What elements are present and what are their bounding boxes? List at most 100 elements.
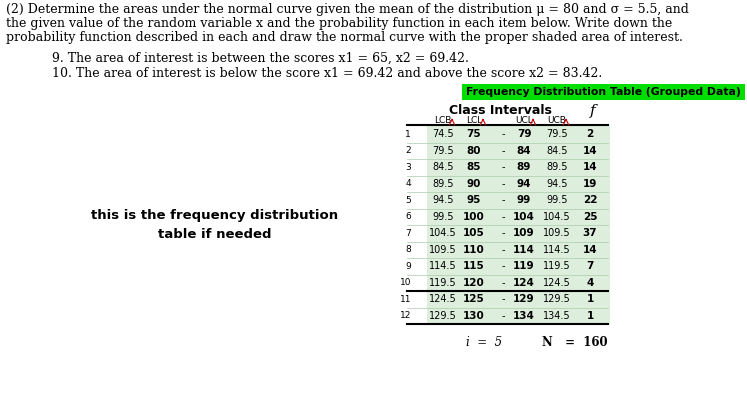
Text: 94.5: 94.5 bbox=[546, 179, 568, 189]
Text: -: - bbox=[501, 229, 505, 238]
Text: 94.5: 94.5 bbox=[433, 196, 453, 206]
Text: -: - bbox=[501, 130, 505, 140]
Text: LCB: LCB bbox=[434, 116, 452, 125]
Text: 5: 5 bbox=[406, 196, 411, 205]
Text: 74.5: 74.5 bbox=[433, 130, 454, 140]
Text: 25: 25 bbox=[583, 212, 598, 222]
Text: 100: 100 bbox=[463, 212, 485, 222]
FancyBboxPatch shape bbox=[427, 258, 610, 275]
Text: 119.5: 119.5 bbox=[543, 261, 571, 271]
Text: 8: 8 bbox=[406, 245, 411, 255]
Text: 37: 37 bbox=[583, 229, 598, 238]
Text: -: - bbox=[501, 179, 505, 189]
Text: 90: 90 bbox=[467, 179, 481, 189]
FancyBboxPatch shape bbox=[427, 176, 610, 192]
Text: probability function described in each and draw the normal curve with the proper: probability function described in each a… bbox=[6, 31, 683, 44]
Text: -: - bbox=[501, 278, 505, 288]
Text: 4: 4 bbox=[586, 278, 594, 288]
Text: -: - bbox=[501, 311, 505, 321]
Text: 104.5: 104.5 bbox=[430, 229, 457, 238]
Text: 104.5: 104.5 bbox=[543, 212, 571, 222]
Text: 84.5: 84.5 bbox=[433, 163, 453, 173]
Text: 1: 1 bbox=[406, 130, 411, 139]
FancyBboxPatch shape bbox=[427, 159, 610, 176]
Text: UCL: UCL bbox=[515, 116, 533, 125]
Text: 94: 94 bbox=[517, 179, 531, 189]
Text: 114.5: 114.5 bbox=[430, 261, 457, 271]
Text: Class Intervals: Class Intervals bbox=[448, 104, 551, 117]
FancyBboxPatch shape bbox=[427, 308, 610, 324]
Text: LCL: LCL bbox=[466, 116, 482, 125]
Text: 19: 19 bbox=[583, 179, 597, 189]
Text: 99.5: 99.5 bbox=[546, 196, 568, 206]
Text: 7: 7 bbox=[586, 261, 594, 271]
FancyBboxPatch shape bbox=[427, 126, 610, 143]
Text: 75: 75 bbox=[467, 130, 481, 140]
Text: 99.5: 99.5 bbox=[433, 212, 453, 222]
Text: 109: 109 bbox=[513, 229, 535, 238]
Text: 22: 22 bbox=[583, 196, 598, 206]
Text: 11: 11 bbox=[400, 295, 411, 304]
Text: 4: 4 bbox=[406, 179, 411, 189]
Text: 89.5: 89.5 bbox=[433, 179, 453, 189]
Text: 14: 14 bbox=[583, 163, 598, 173]
Text: 12: 12 bbox=[400, 311, 411, 321]
Text: 9: 9 bbox=[406, 262, 411, 271]
Text: -: - bbox=[501, 212, 505, 222]
Text: 10: 10 bbox=[400, 278, 411, 288]
Text: 6: 6 bbox=[406, 212, 411, 222]
Text: i  =  5: i = 5 bbox=[466, 336, 502, 349]
Text: 115: 115 bbox=[463, 261, 485, 271]
FancyBboxPatch shape bbox=[427, 291, 610, 308]
Text: 89.5: 89.5 bbox=[546, 163, 568, 173]
Text: this is the frequency distribution
table if needed: this is the frequency distribution table… bbox=[91, 209, 338, 241]
Text: 7: 7 bbox=[406, 229, 411, 238]
Text: 134.5: 134.5 bbox=[543, 311, 571, 321]
Text: Frequency Distribution Table (Grouped Data): Frequency Distribution Table (Grouped Da… bbox=[466, 87, 741, 97]
FancyBboxPatch shape bbox=[427, 143, 610, 159]
FancyBboxPatch shape bbox=[462, 84, 745, 100]
Text: -: - bbox=[501, 196, 505, 206]
Text: 119: 119 bbox=[513, 261, 535, 271]
Text: 1: 1 bbox=[586, 311, 594, 321]
Text: 114: 114 bbox=[513, 245, 535, 255]
Text: 14: 14 bbox=[583, 245, 598, 255]
Text: -: - bbox=[501, 245, 505, 255]
Text: 120: 120 bbox=[463, 278, 485, 288]
Text: 79.5: 79.5 bbox=[546, 130, 568, 140]
Text: 129.5: 129.5 bbox=[429, 311, 457, 321]
Text: 80: 80 bbox=[467, 146, 481, 156]
Text: 119.5: 119.5 bbox=[430, 278, 457, 288]
Text: 125: 125 bbox=[463, 294, 485, 304]
Text: 129: 129 bbox=[513, 294, 535, 304]
Text: 109.5: 109.5 bbox=[543, 229, 571, 238]
Text: 105: 105 bbox=[463, 229, 485, 238]
Text: 79.5: 79.5 bbox=[433, 146, 454, 156]
Text: 10. The area of interest is below the score x1 = 69.42 and above the score x2 = : 10. The area of interest is below the sc… bbox=[52, 67, 602, 80]
Text: the given value of the random variable x and the probability function in each it: the given value of the random variable x… bbox=[6, 17, 672, 30]
Text: 84.5: 84.5 bbox=[546, 146, 568, 156]
FancyBboxPatch shape bbox=[427, 209, 610, 225]
Text: -: - bbox=[501, 294, 505, 304]
Text: -: - bbox=[501, 163, 505, 173]
Text: 89: 89 bbox=[517, 163, 531, 173]
Text: 85: 85 bbox=[467, 163, 481, 173]
Text: 124.5: 124.5 bbox=[429, 294, 457, 304]
FancyBboxPatch shape bbox=[427, 242, 610, 258]
FancyBboxPatch shape bbox=[427, 225, 610, 242]
Text: 130: 130 bbox=[463, 311, 485, 321]
Text: 99: 99 bbox=[517, 196, 531, 206]
Text: -: - bbox=[501, 146, 505, 156]
Text: 109.5: 109.5 bbox=[430, 245, 457, 255]
Text: 104: 104 bbox=[513, 212, 535, 222]
FancyBboxPatch shape bbox=[427, 192, 610, 209]
Text: 3: 3 bbox=[406, 163, 411, 172]
Text: 2: 2 bbox=[586, 130, 594, 140]
Text: 1: 1 bbox=[586, 294, 594, 304]
Text: 124.5: 124.5 bbox=[543, 278, 571, 288]
Text: 84: 84 bbox=[517, 146, 531, 156]
Text: 14: 14 bbox=[583, 146, 598, 156]
Text: 2: 2 bbox=[406, 146, 411, 155]
Text: 124: 124 bbox=[513, 278, 535, 288]
Text: N   =  160: N = 160 bbox=[542, 336, 608, 349]
